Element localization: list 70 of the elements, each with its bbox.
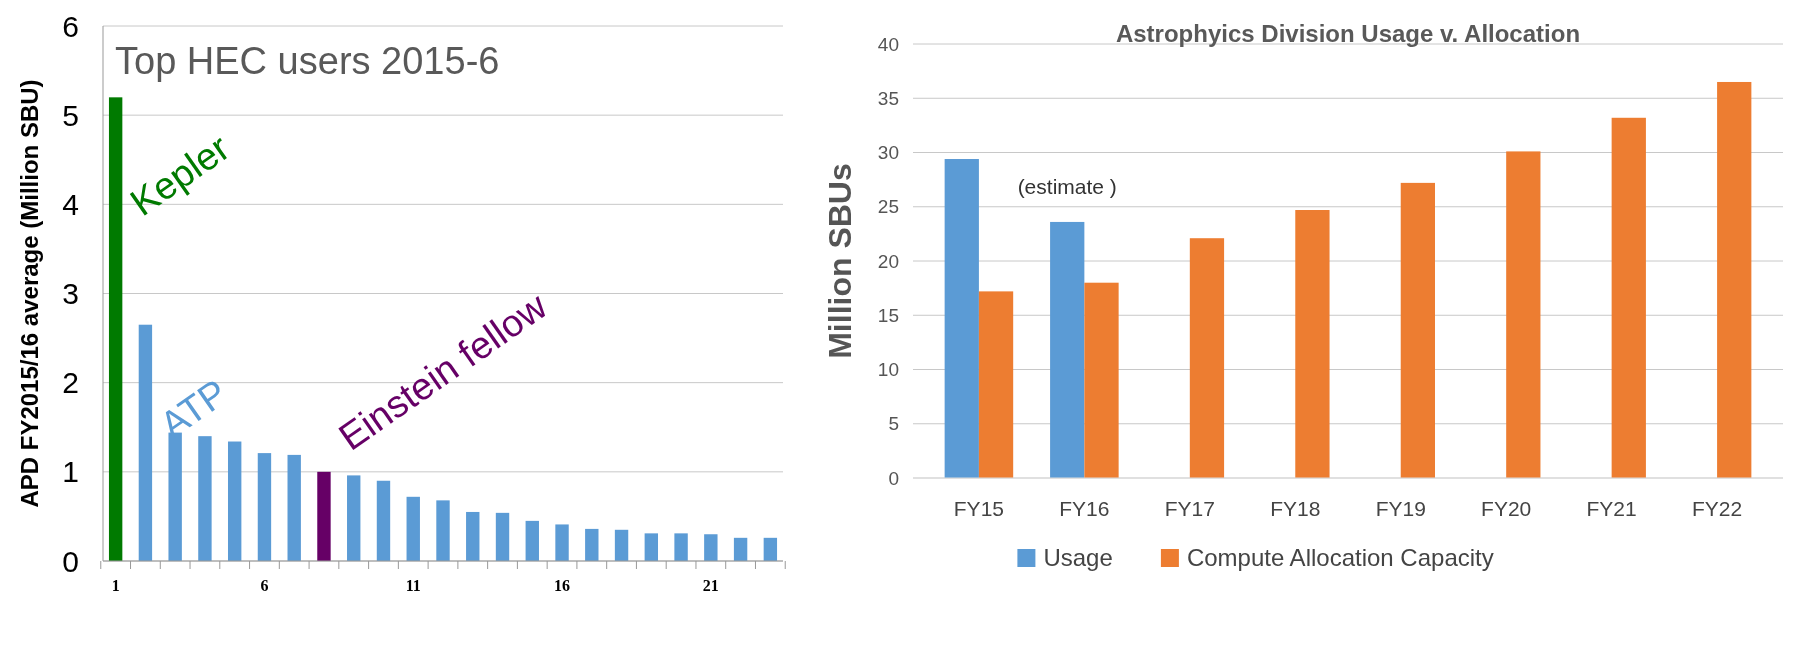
bar [406,496,420,561]
bar [1295,210,1330,478]
y-tick-label: 35 [877,87,899,109]
x-tick-label: FY15 [953,497,1005,520]
bar [944,159,979,478]
y-tick-label: 30 [877,142,899,164]
bar [168,432,182,561]
y-tick-label: 2 [62,366,79,400]
y-tick-label: 15 [877,304,899,326]
y-tick-label: 1 [62,455,79,489]
bar [495,512,510,561]
x-tick-label: 1 [111,577,120,594]
bar [1050,221,1085,478]
bar [466,511,480,561]
chart-title: Top HEC users 2015-6 [115,40,500,82]
bar [978,291,1014,478]
x-tick-label: FY18 [1270,497,1321,520]
chart-title: Astrophyics Division Usage v. Allocation [1115,20,1581,47]
x-tick-label: FY21 [1586,497,1637,520]
bar [644,533,659,561]
bar [555,524,569,561]
y-axis-title: APD FY2015/16 average (Million SBU) [16,79,43,508]
bar [585,528,599,561]
x-tick-label: 21 [702,577,719,594]
bar [1189,238,1225,478]
bar [376,480,391,561]
x-tick-label: FY16 [1059,497,1110,520]
bar [733,537,748,561]
annotation: (estimate ) [1017,174,1117,198]
x-tick-label: FY19 [1375,497,1426,520]
bar [436,500,450,561]
x-tick-label: FY20 [1481,497,1532,520]
bar [1084,282,1119,478]
bar [614,529,629,561]
bar [1506,151,1541,478]
y-tick-label: 0 [62,544,79,578]
bar [525,520,539,561]
legend-label: Compute Allocation Capacity [1186,544,1494,572]
y-tick-label: 6 [62,9,79,43]
bar [108,97,123,561]
y-tick-label: 4 [62,187,79,221]
bar [674,533,688,561]
bar [763,537,778,561]
bar [138,324,153,561]
bar [1611,117,1646,478]
bar [347,475,361,561]
x-tick-label: FY22 [1691,497,1743,520]
bar [1717,81,1752,478]
bar [227,441,242,561]
y-tick-label: 3 [62,277,79,310]
bar [704,534,718,561]
bar [1400,182,1435,478]
y-tick-label: 5 [888,413,899,435]
x-tick-label: FY17 [1164,497,1215,520]
y-tick-label: 40 [877,33,899,55]
y-axis-title: Million SBUs [822,163,858,359]
annotation: ATP [152,371,235,447]
bar [198,436,212,561]
y-tick-label: 20 [877,250,899,272]
x-tick-label: 11 [405,577,421,594]
y-tick-label: 5 [62,98,79,132]
legend-label: Usage [1043,544,1113,572]
y-tick-label: 0 [888,467,899,489]
bar [257,453,272,561]
y-tick-label: 25 [877,196,899,218]
bar [317,471,331,561]
bar [287,454,301,561]
x-tick-label: 16 [554,577,571,594]
y-tick-label: 10 [877,359,899,381]
x-tick-label: 6 [260,577,269,594]
